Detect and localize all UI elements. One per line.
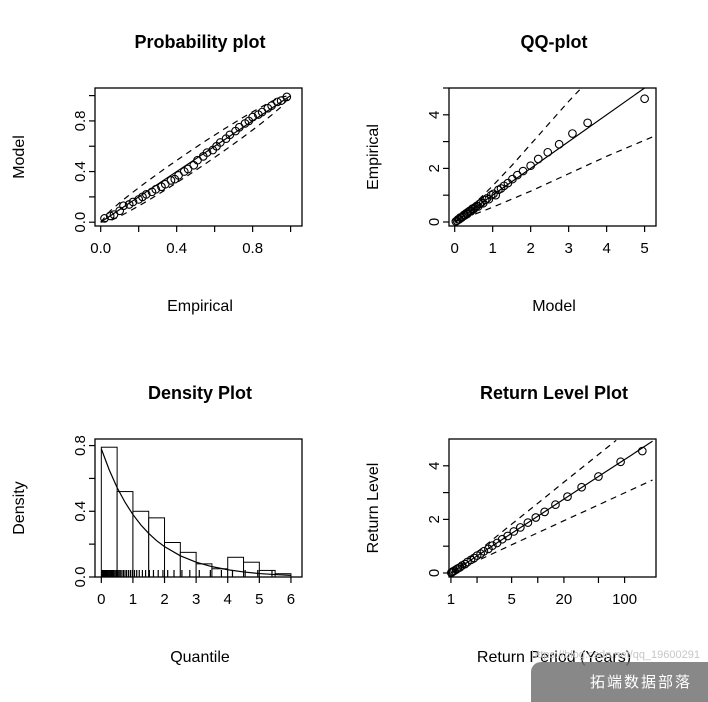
svg-text:0.8: 0.8 <box>242 240 263 257</box>
probability-plot-title: Probability plot <box>134 32 266 52</box>
qq-plot-canvas: 0 1 2 3 4 5 0 2 4 <box>426 87 657 257</box>
density-plot: Density Plot Density 0 1 2 3 4 5 6 0.0 0.4 0.8 Qu… <box>0 351 354 702</box>
qq-plot-xlabel: Model <box>532 298 576 315</box>
svg-text:4: 4 <box>426 111 443 119</box>
return-level-plot-canvas: 1 5 20 100 0 2 4 <box>426 438 657 608</box>
watermark-brand: 拓端数据部落 <box>589 674 692 691</box>
svg-text:100: 100 <box>612 591 637 608</box>
svg-text:1: 1 <box>129 591 137 608</box>
svg-text:0: 0 <box>426 569 443 577</box>
svg-text:3: 3 <box>564 240 572 257</box>
svg-text:3: 3 <box>192 591 200 608</box>
svg-text:20: 20 <box>556 591 573 608</box>
svg-text:4: 4 <box>426 462 443 470</box>
svg-text:0.0: 0.0 <box>72 212 89 233</box>
svg-text:0.8: 0.8 <box>72 435 89 456</box>
density-plot-canvas: 0 1 2 3 4 5 6 0.0 0.4 0.8 <box>72 435 303 608</box>
svg-text:4: 4 <box>224 591 232 608</box>
svg-text:1: 1 <box>447 591 455 608</box>
svg-text:5: 5 <box>640 240 648 257</box>
svg-text:0: 0 <box>426 218 443 226</box>
svg-text:0: 0 <box>97 591 105 608</box>
svg-text:6: 6 <box>287 591 295 608</box>
svg-text:0.4: 0.4 <box>72 501 89 522</box>
svg-text:0.8: 0.8 <box>72 110 89 131</box>
probability-plot-xlabel: Empirical <box>167 298 233 315</box>
svg-text:2: 2 <box>160 591 168 608</box>
svg-text:5: 5 <box>507 591 515 608</box>
qq-plot-title: QQ-plot <box>520 32 588 52</box>
svg-text:2: 2 <box>526 240 534 257</box>
svg-text:0: 0 <box>451 240 459 257</box>
probability-plot-canvas: 0.0 0.4 0.8 0.0 0.4 0.8 <box>72 87 303 257</box>
watermark-badge: 拓端数据部落 <box>531 662 708 702</box>
watermark-url: https://blog.csdn.net/qq_19600291 <box>531 649 700 661</box>
watermark: https://blog.csdn.net/qq_19600291 拓端数据部落 <box>531 649 708 702</box>
svg-text:1: 1 <box>489 240 497 257</box>
density-plot-title: Density Plot <box>147 383 253 403</box>
return-level-plot-xlabel: Return Period (Years) <box>476 649 632 666</box>
probability-plot: Probability plot Model 0.0 0.4 0.8 0.0 0.4 0.… <box>0 0 354 351</box>
return-level-plot: Return Level Plot Return Level 1 5 20 100 0 2… <box>354 351 708 702</box>
svg-text:0.4: 0.4 <box>72 161 89 182</box>
svg-text:0.4: 0.4 <box>166 240 187 257</box>
svg-text:2: 2 <box>426 164 443 172</box>
svg-text:0.0: 0.0 <box>90 240 111 257</box>
svg-text:2: 2 <box>426 515 443 523</box>
svg-text:5: 5 <box>255 591 263 608</box>
svg-text:0.0: 0.0 <box>72 567 89 588</box>
return-level-plot-title: Return Level Plot <box>479 383 629 403</box>
svg-text:4: 4 <box>602 240 610 257</box>
density-plot-xlabel: Quantile <box>170 649 230 666</box>
